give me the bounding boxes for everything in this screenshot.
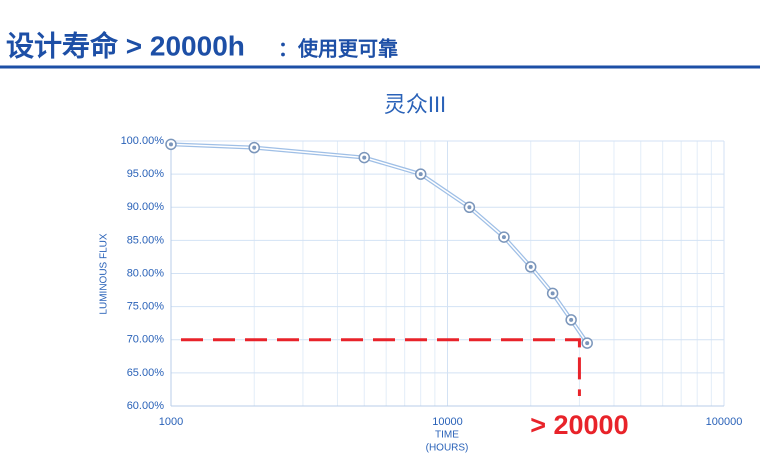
- x-tick-label: 10000: [432, 416, 463, 428]
- data-point-core: [585, 341, 590, 346]
- data-point-core: [252, 145, 257, 150]
- data-point-core: [501, 235, 506, 240]
- x-tick-label: 100000: [706, 416, 743, 428]
- data-point-core: [467, 205, 472, 210]
- y-axis-label: LUMINOUS FLUX: [99, 233, 110, 314]
- threshold-label: > 20000: [530, 410, 628, 440]
- data-point-core: [169, 142, 173, 147]
- series-line: [170, 143, 588, 344]
- y-tick-label: 85.00%: [127, 234, 165, 246]
- y-tick-label: 70.00%: [127, 334, 165, 346]
- y-tick-label: 95.00%: [127, 168, 165, 180]
- header-note: ：使用更可靠: [278, 36, 398, 60]
- data-point-core: [418, 172, 423, 177]
- data-point-core: [550, 291, 555, 296]
- chart-title: 灵众III: [384, 92, 446, 117]
- y-tick-label: 75.00%: [127, 301, 165, 313]
- y-tick-label: 80.00%: [127, 267, 165, 279]
- threshold-line: [181, 338, 581, 396]
- data-point-core: [528, 264, 533, 269]
- data-point-core: [362, 155, 367, 160]
- x-axis-label: TIME: [435, 430, 459, 441]
- x-axis-label: (HOURS): [426, 443, 469, 454]
- data-point-core: [569, 317, 574, 322]
- header-title: 设计寿命 > 20000h: [6, 29, 245, 61]
- x-tick-label: 1000: [159, 416, 183, 428]
- y-tick-label: 65.00%: [127, 367, 165, 379]
- y-tick-label: 90.00%: [127, 201, 165, 213]
- y-tick-label: 60.00%: [127, 400, 165, 412]
- y-tick-label: 100.00%: [121, 135, 165, 147]
